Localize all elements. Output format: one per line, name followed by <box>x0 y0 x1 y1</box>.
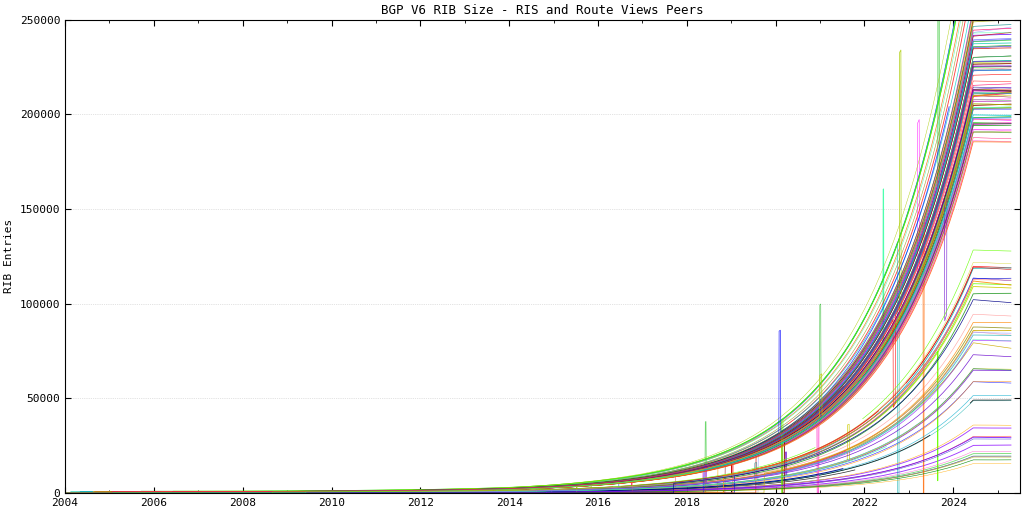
Title: BGP V6 RIB Size - RIS and Route Views Peers: BGP V6 RIB Size - RIS and Route Views Pe… <box>381 4 703 17</box>
Y-axis label: RIB Entries: RIB Entries <box>4 219 14 293</box>
